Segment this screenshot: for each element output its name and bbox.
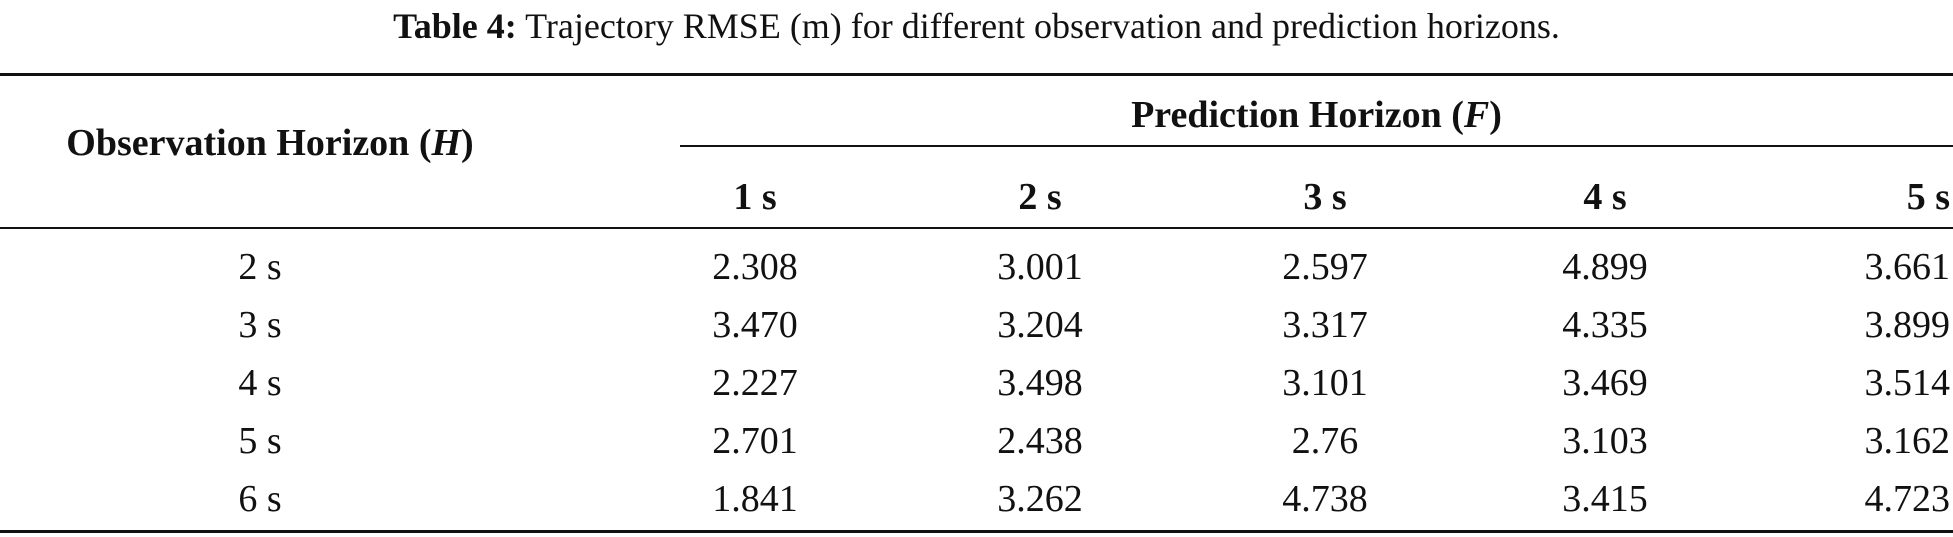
table-cell: 2.308 bbox=[712, 246, 798, 288]
caption-text: Trajectory RMSE (m) for different observ… bbox=[525, 6, 1560, 46]
row-label: 4 s bbox=[238, 362, 282, 404]
bottom-rule bbox=[0, 530, 1953, 533]
table-cell: 3.262 bbox=[997, 478, 1083, 520]
group-header-rule bbox=[680, 145, 1953, 147]
prediction-horizon-var: F bbox=[1463, 94, 1490, 136]
row-label: 6 s bbox=[238, 478, 282, 520]
table-cell: 2.701 bbox=[712, 420, 798, 462]
table-cell: 3.661 bbox=[1864, 246, 1951, 288]
header-rule bbox=[0, 227, 1953, 229]
column-header-3s: 3 s bbox=[1303, 176, 1347, 218]
table-cell: 2.438 bbox=[997, 420, 1083, 462]
table-cell: 3.103 bbox=[1562, 420, 1648, 462]
table-cell: 2.227 bbox=[712, 362, 798, 404]
table-cell: 4.723 bbox=[1864, 478, 1951, 520]
table-cell: 3.469 bbox=[1562, 362, 1648, 404]
table-cell: 3.204 bbox=[997, 304, 1083, 346]
column-header-4s: 4 s bbox=[1583, 176, 1627, 218]
table-cell: 3.001 bbox=[997, 246, 1083, 288]
prediction-horizon-header: Prediction Horizon (F) bbox=[680, 92, 1953, 138]
column-header-5s: 5 s bbox=[1906, 176, 1950, 218]
row-label: 5 s bbox=[238, 420, 282, 462]
table-cell: 3.162 bbox=[1864, 420, 1951, 462]
table-cell: 3.498 bbox=[997, 362, 1083, 404]
column-header-1s: 1 s bbox=[733, 176, 777, 218]
column-header-2s: 2 s bbox=[1018, 176, 1062, 218]
observation-horizon-close: ) bbox=[461, 122, 474, 164]
top-rule bbox=[0, 73, 1953, 76]
table-cell: 3.317 bbox=[1282, 304, 1368, 346]
table-cell: 2.76 bbox=[1291, 420, 1359, 462]
table-cell: 3.470 bbox=[712, 304, 798, 346]
table-cell: 1.841 bbox=[712, 478, 798, 520]
table-cell: 2.597 bbox=[1282, 246, 1368, 288]
table-cell: 4.335 bbox=[1562, 304, 1648, 346]
row-label: 3 s bbox=[238, 304, 282, 346]
observation-horizon-header-text: Observation Horizon ( bbox=[66, 122, 432, 164]
caption-label: Table 4: bbox=[393, 6, 517, 46]
table-cell: 4.899 bbox=[1562, 246, 1648, 288]
table-caption: Table 4: Trajectory RMSE (m) for differe… bbox=[0, 4, 1953, 48]
row-label: 2 s bbox=[238, 246, 282, 288]
table-cell: 3.514 bbox=[1864, 362, 1951, 404]
table-cell: 3.415 bbox=[1562, 478, 1648, 520]
observation-horizon-var: H bbox=[431, 122, 462, 164]
prediction-horizon-close: ) bbox=[1489, 94, 1502, 136]
prediction-horizon-header-text: Prediction Horizon ( bbox=[1131, 94, 1464, 136]
table-cell: 4.738 bbox=[1282, 478, 1368, 520]
table-cell: 3.101 bbox=[1282, 362, 1368, 404]
table-cell: 3.899 bbox=[1864, 304, 1951, 346]
observation-horizon-header: Observation Horizon (H) bbox=[0, 120, 540, 166]
